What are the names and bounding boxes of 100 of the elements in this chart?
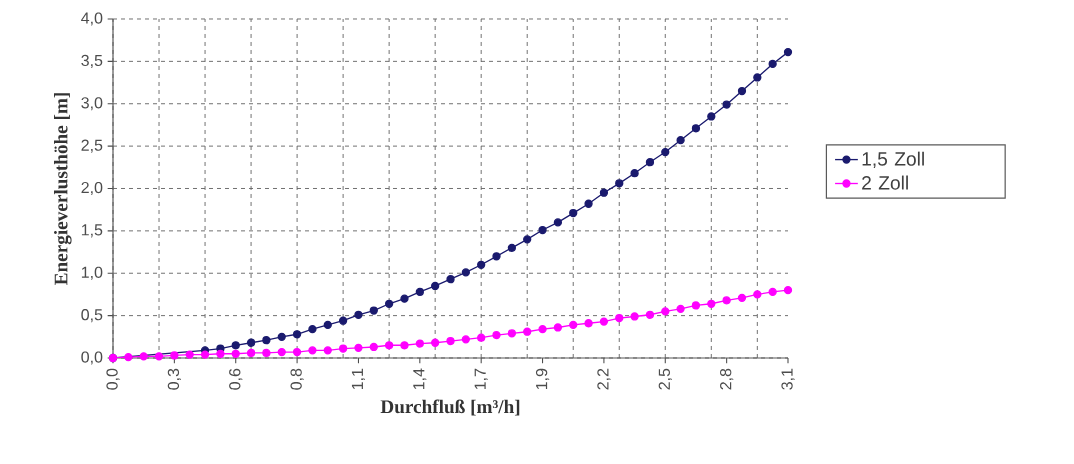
point	[415, 287, 424, 297]
point	[768, 287, 777, 297]
point	[492, 252, 501, 261]
point	[569, 208, 578, 218]
x-tick-label: 0,6	[229, 368, 243, 390]
point	[722, 100, 731, 109]
point	[154, 352, 164, 361]
y-tick-label: 1,5	[81, 224, 103, 238]
point	[323, 346, 332, 355]
point	[569, 320, 578, 330]
point	[231, 341, 240, 350]
point	[124, 353, 133, 362]
point	[707, 299, 716, 308]
point	[461, 335, 470, 344]
point	[139, 352, 148, 361]
point	[338, 316, 348, 325]
point	[630, 312, 639, 321]
point	[584, 199, 593, 208]
y-tick-label: 0,5	[81, 309, 103, 323]
point	[216, 349, 225, 358]
point	[645, 310, 655, 319]
point	[369, 306, 378, 315]
point	[599, 188, 609, 197]
point	[415, 339, 424, 348]
x-tick-label: 0,3	[167, 368, 181, 390]
y-tick-label: 3,0	[81, 97, 103, 111]
y-tick-label: 3,5	[81, 54, 103, 68]
point	[722, 296, 731, 305]
point	[170, 351, 179, 360]
point	[262, 348, 271, 358]
point	[369, 342, 378, 352]
point	[292, 347, 302, 357]
point	[308, 325, 317, 334]
point	[584, 319, 593, 328]
y-axis-title: Energieverlusthöhe [m]	[54, 93, 72, 285]
point	[431, 281, 440, 291]
x-axis-title: Durchfluß [m³/h]	[380, 399, 520, 416]
point	[523, 327, 532, 336]
point	[446, 336, 455, 346]
point	[431, 338, 440, 347]
point	[400, 341, 409, 350]
point	[446, 275, 455, 284]
y-tick-label: 2,0	[81, 181, 103, 196]
point	[737, 86, 747, 96]
point	[615, 314, 624, 323]
point	[308, 346, 317, 355]
point	[292, 330, 302, 339]
y-tick-label: 0,0	[81, 351, 103, 365]
y-tick-label: 1,0	[81, 266, 103, 280]
point	[676, 304, 685, 313]
point	[691, 301, 701, 310]
point	[599, 317, 609, 326]
point	[246, 338, 256, 347]
point	[277, 332, 286, 341]
point	[691, 124, 701, 133]
point	[615, 179, 624, 188]
point	[661, 307, 670, 316]
point	[277, 347, 286, 357]
point	[385, 341, 394, 350]
point	[185, 350, 194, 359]
x-tick-label: 1,7	[474, 368, 488, 390]
point	[645, 158, 655, 167]
point	[507, 243, 516, 252]
x-tick-label: 1,1	[351, 368, 365, 390]
point	[661, 147, 670, 157]
point	[338, 344, 348, 353]
point	[385, 299, 394, 308]
point	[231, 349, 240, 358]
legend-label: 2 Zoll	[862, 175, 908, 190]
point	[461, 268, 470, 277]
point	[538, 225, 547, 235]
point	[262, 336, 271, 345]
x-tick-label: 1,9	[535, 368, 550, 390]
point	[753, 290, 762, 299]
legend-label: 1,5 Zoll	[862, 151, 924, 168]
point	[477, 333, 486, 342]
point	[753, 73, 762, 82]
point	[783, 286, 793, 295]
y-tick-label: 2,5	[81, 139, 103, 153]
point	[553, 323, 563, 332]
x-tick-label: 2,2	[597, 368, 611, 390]
point	[707, 112, 716, 121]
point	[354, 343, 363, 352]
point	[538, 325, 547, 334]
y-tick-label: 4,0	[81, 12, 103, 26]
point	[200, 350, 210, 359]
point	[507, 329, 516, 338]
point	[630, 169, 639, 178]
x-tick-label: 0,8	[290, 368, 304, 390]
point	[477, 260, 486, 269]
point	[246, 348, 256, 358]
point	[323, 320, 332, 330]
point	[400, 294, 409, 303]
point	[492, 330, 501, 340]
point	[783, 47, 793, 57]
point	[354, 310, 363, 319]
x-tick-label: 0,0	[106, 368, 120, 390]
point	[768, 59, 777, 69]
point	[553, 218, 563, 227]
point	[676, 136, 685, 145]
